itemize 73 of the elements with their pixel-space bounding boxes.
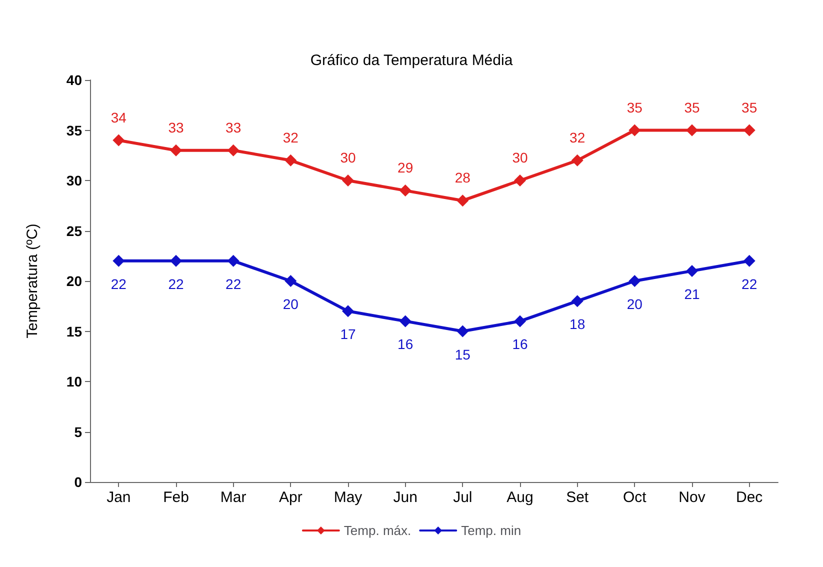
point	[170, 144, 182, 156]
point	[342, 305, 354, 318]
data-label: 16	[512, 336, 528, 352]
y-tick-label: 10	[66, 374, 82, 390]
point	[284, 275, 297, 287]
point	[686, 124, 698, 136]
x-tick-label: Nov	[678, 489, 706, 506]
data-label: 32	[282, 129, 299, 146]
data-label: 35	[626, 99, 643, 116]
data-label: 30	[512, 150, 528, 166]
point	[514, 315, 526, 328]
x-tick-label: Jan	[106, 489, 131, 506]
y-tick-label: 0	[74, 474, 82, 490]
data-label: 28	[454, 170, 471, 186]
data-label: 20	[282, 296, 299, 312]
point	[686, 264, 698, 277]
data-label: 15	[454, 346, 471, 362]
data-label: 34	[110, 109, 127, 126]
legend-label: Temp. min	[461, 523, 522, 538]
point	[112, 254, 125, 267]
data-label: 17	[340, 326, 356, 342]
data-label: 20	[626, 296, 643, 312]
point	[399, 184, 412, 197]
y-tick-label: 30	[66, 172, 82, 188]
data-label: 16	[398, 336, 414, 352]
y-tick-label: 25	[66, 222, 82, 239]
y-tick-label: 5	[74, 424, 82, 440]
point	[170, 254, 182, 267]
y-tick-label: 15	[66, 323, 82, 340]
y-axis-title: Temperatura (ºC)	[24, 224, 41, 338]
point	[227, 254, 240, 267]
point	[571, 154, 584, 166]
data-label: 18	[570, 316, 586, 332]
data-label: 22	[110, 276, 127, 292]
x-tick-label: Set	[566, 489, 590, 506]
data-label: 22	[742, 276, 758, 292]
y-tick-label: 35	[66, 122, 82, 138]
point	[743, 124, 756, 136]
data-label: 29	[398, 160, 414, 176]
point	[342, 174, 354, 186]
x-tick-label: Dec	[736, 489, 764, 506]
point	[743, 254, 756, 267]
point	[399, 315, 412, 328]
point	[571, 295, 584, 308]
point	[514, 174, 526, 186]
data-label: 35	[684, 99, 700, 116]
y-tick-label: 40	[66, 72, 82, 88]
x-tick-label: Mar	[220, 489, 246, 506]
legend-label: Temp. máx.	[344, 523, 412, 538]
point	[456, 194, 469, 207]
data-label: 21	[684, 286, 700, 302]
point	[628, 124, 641, 136]
data-label: 32	[570, 129, 586, 146]
point	[284, 154, 297, 166]
y-tick-label: 20	[66, 273, 82, 289]
data-label: 22	[226, 276, 242, 292]
x-tick-label: Oct	[622, 489, 648, 506]
data-label: 33	[168, 119, 184, 136]
x-tick-label: Feb	[163, 489, 189, 506]
x-tick-label: Apr	[278, 489, 302, 506]
x-tick-label: May	[334, 489, 363, 506]
point	[112, 134, 125, 146]
point	[628, 275, 641, 287]
data-label: 30	[340, 150, 356, 166]
data-label: 35	[742, 99, 758, 116]
x-tick-label: Aug	[506, 489, 534, 506]
x-tick-label: Jul	[453, 489, 472, 506]
chart-title: Gráfico da Temperatura Média	[310, 52, 514, 69]
point	[456, 325, 469, 338]
data-label: 33	[226, 119, 242, 136]
data-label: 22	[168, 276, 184, 292]
point	[227, 144, 240, 156]
x-tick-label: Jun	[393, 489, 418, 506]
